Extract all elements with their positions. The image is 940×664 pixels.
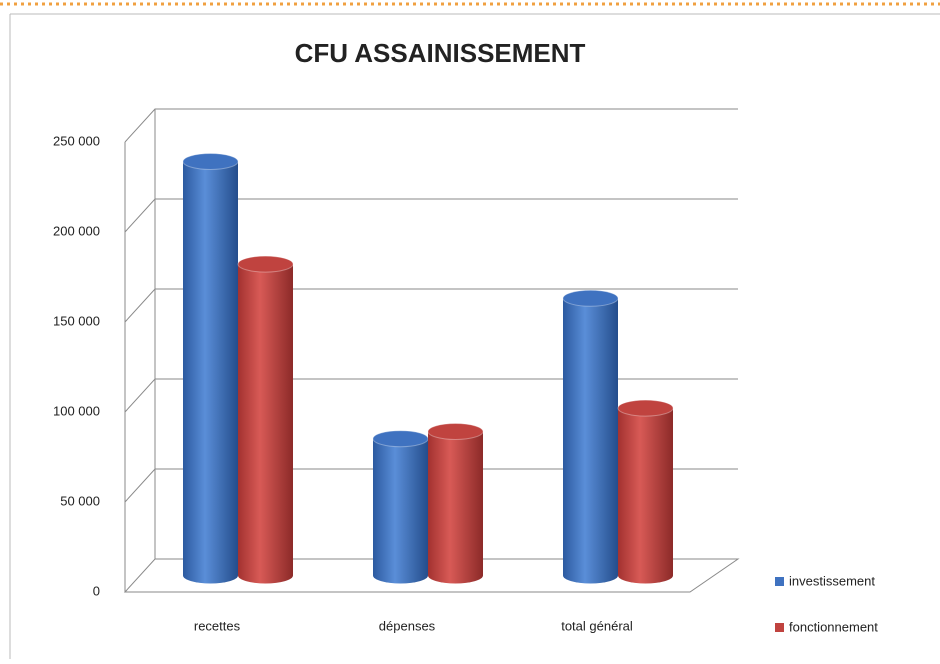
- bar-top: [617, 399, 674, 417]
- legend-label: fonctionnement: [789, 619, 878, 634]
- bar-top: [182, 153, 239, 170]
- bar-top: [562, 289, 619, 307]
- bar: [238, 264, 293, 584]
- legend-swatch: [775, 577, 784, 586]
- bar-top: [427, 423, 484, 440]
- bar: [183, 161, 238, 584]
- legend-swatch: [775, 623, 784, 632]
- y-tick-label: 150 000: [53, 313, 100, 328]
- bar: [428, 431, 483, 584]
- grid-line: [124, 198, 738, 233]
- legend-label: investissement: [789, 573, 875, 588]
- y-tick-label: 0: [93, 583, 100, 598]
- bar-top: [237, 255, 294, 273]
- bar: [373, 438, 428, 584]
- y-tick-label: 250 000: [53, 133, 100, 148]
- grid-line: [124, 468, 738, 503]
- y-tick-label: 100 000: [53, 403, 100, 418]
- chart-title: CFU ASSAINISSEMENT: [295, 38, 586, 68]
- x-tick-label: dépenses: [379, 618, 436, 633]
- y-tick-label: 200 000: [53, 223, 100, 238]
- grid-line: [124, 288, 738, 323]
- bar: [563, 298, 618, 584]
- x-tick-label: recettes: [194, 618, 241, 633]
- x-tick-label: total général: [561, 618, 633, 633]
- grid-line: [124, 378, 738, 413]
- bar-top: [372, 430, 429, 448]
- y-tick-label: 50 000: [60, 493, 100, 508]
- bar: [618, 408, 673, 584]
- grid-line: [124, 108, 738, 143]
